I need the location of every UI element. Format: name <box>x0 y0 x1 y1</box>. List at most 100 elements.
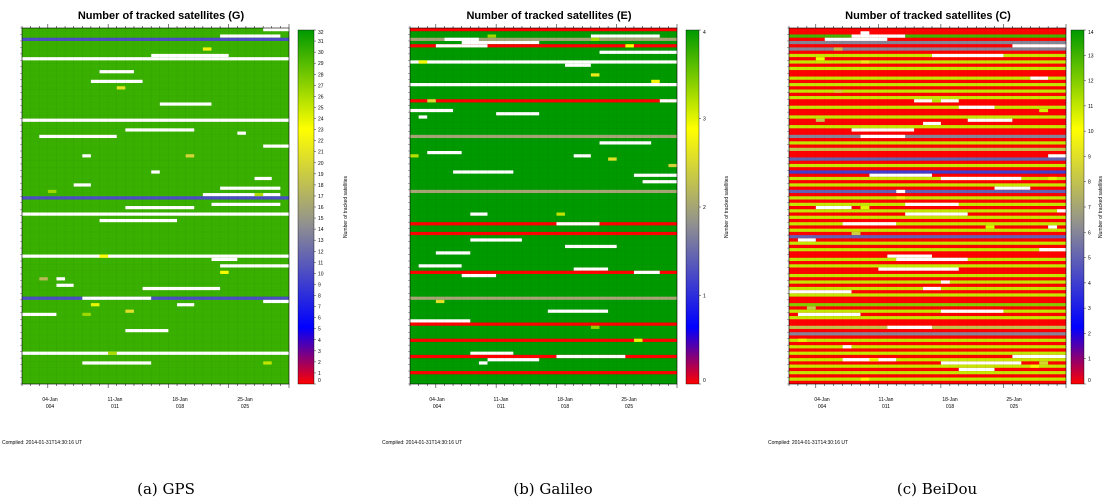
heatmap-gap <box>842 345 852 349</box>
heatmap-row-band <box>789 196 1066 200</box>
heatmap-row-band <box>22 296 289 300</box>
heatmap-row-band <box>789 338 1066 342</box>
heatmap-row-band <box>410 60 677 64</box>
heatmap-gap <box>90 79 143 84</box>
heatmap-cell <box>860 377 870 381</box>
x-ticks <box>20 24 290 388</box>
x-ticks <box>408 24 678 388</box>
heatmap-cell <box>851 231 861 236</box>
colorbar-tick-label: 27 <box>318 83 324 89</box>
plot-frame <box>409 27 678 385</box>
heatmap-cell <box>418 60 428 64</box>
heatmap-row-band <box>22 351 289 355</box>
colorbar-tick-label: 18 <box>318 183 324 189</box>
heatmap-gap <box>56 277 66 281</box>
heatmap-cell <box>1039 361 1049 365</box>
heatmap-gap <box>824 37 888 41</box>
heatmap-row-band <box>22 212 289 216</box>
x-tick-date: 04-Jan <box>42 397 58 403</box>
heatmap-cell <box>435 299 445 304</box>
heatmap-cell <box>833 89 843 93</box>
x-tick-date: 25-Jan <box>237 397 253 403</box>
x-tick-doy: 011 <box>497 404 505 410</box>
heatmap-row-band <box>410 44 677 48</box>
heatmap-gap <box>470 238 522 242</box>
heatmap-cell <box>487 34 497 38</box>
heatmap-cell <box>556 212 566 216</box>
heatmap-gap <box>435 44 488 48</box>
x-tick-date: 04-Jan <box>429 397 445 403</box>
heatmap-gap <box>573 267 609 271</box>
heatmap-row-band <box>410 322 677 326</box>
colorbar-tick-label: 10 <box>318 271 324 277</box>
colorbar-tick-label: 24 <box>318 117 324 123</box>
heatmap-row-band <box>789 215 1066 219</box>
colorbar-tick-label: 1 <box>1088 357 1091 363</box>
colorbar-tick-label: 12 <box>318 249 324 255</box>
colorbar-tick-label: 11 <box>1088 104 1093 110</box>
heatmap-gap <box>82 361 152 365</box>
heatmap-cell <box>39 277 48 281</box>
heatmap-gap <box>789 290 852 294</box>
colorbar-tick-label: 2 <box>318 360 321 366</box>
heatmap-gap <box>82 296 152 300</box>
colorbar <box>685 29 700 385</box>
heatmap-gap <box>73 183 91 187</box>
heatmap-row-band <box>410 222 677 226</box>
heatmap-cell <box>410 154 419 158</box>
heatmap-row-band <box>410 134 677 139</box>
heatmap-row-band <box>789 47 1066 51</box>
colorbar-tick-label: 4 <box>1088 281 1091 287</box>
heatmap-cell <box>608 157 617 161</box>
heatmap-row-band <box>22 118 289 122</box>
panel-galileo: Number of tracked satellites (E) 04-Jan … <box>382 10 730 498</box>
heatmap-gap <box>410 108 454 113</box>
heatmap-gap <box>633 173 677 177</box>
x-tick-doy: 025 <box>241 404 250 410</box>
heatmap-row-band <box>789 364 1066 368</box>
plot-frame <box>21 27 290 385</box>
compiled-timestamp: Compiled: 2014-01-31T14:30:16 UT <box>2 440 82 446</box>
heatmap-gap <box>202 193 281 197</box>
colorbar-tick-label: 14 <box>318 227 324 233</box>
heatmap-gap <box>958 105 995 109</box>
panel-beidou: Number of tracked satellites (C) 04-Jan … <box>768 10 1104 498</box>
heatmap-gap <box>565 244 617 249</box>
heatmap-cell <box>47 189 57 194</box>
colorbar-tick-label: 11 <box>318 260 323 266</box>
x-tick-doy: 025 <box>625 404 634 410</box>
heatmap-row-band <box>789 60 1066 64</box>
heatmap-grid <box>789 28 1066 384</box>
heatmap-cell <box>82 312 91 317</box>
heatmap-gap <box>842 222 897 226</box>
colorbar-tick-label: 17 <box>318 194 324 200</box>
heatmap-row-band <box>22 196 289 200</box>
heatmap-gap <box>940 361 1022 365</box>
heatmap-cell <box>633 338 643 342</box>
heatmap-cell <box>985 225 995 229</box>
colorbar-tick-label: 22 <box>318 139 324 145</box>
colorbar-tick-label: 21 <box>318 150 324 156</box>
heatmap-cell <box>806 306 816 310</box>
heatmap-gap <box>851 128 915 132</box>
heatmap-gap <box>125 328 169 333</box>
heatmap-row-band <box>789 105 1066 109</box>
heatmap-gap <box>931 53 1004 58</box>
heatmap-row-band <box>789 141 1066 145</box>
heatmap-row-band <box>410 338 677 342</box>
heatmap-gap <box>151 170 160 174</box>
heatmap-row-band <box>789 89 1066 93</box>
colorbar-tick-label: 1 <box>318 371 321 377</box>
heatmap-row-band <box>410 270 677 274</box>
heatmap-gap <box>1039 248 1066 252</box>
heatmap-cell <box>833 47 843 51</box>
heatmap-cell <box>1039 108 1049 113</box>
heatmap-cell <box>931 99 941 103</box>
heatmap-gap <box>815 206 852 210</box>
compiled-timestamp: Compiled: 2014-01-31T14:30:16 UT <box>382 440 462 446</box>
colorbar-label: Number of tracked satellites <box>724 176 730 238</box>
heatmap-gap <box>1030 76 1049 80</box>
heatmap-row-band <box>789 134 1066 139</box>
heatmap-row-band <box>789 235 1066 239</box>
colorbar-tick-label: 8 <box>1088 180 1091 186</box>
